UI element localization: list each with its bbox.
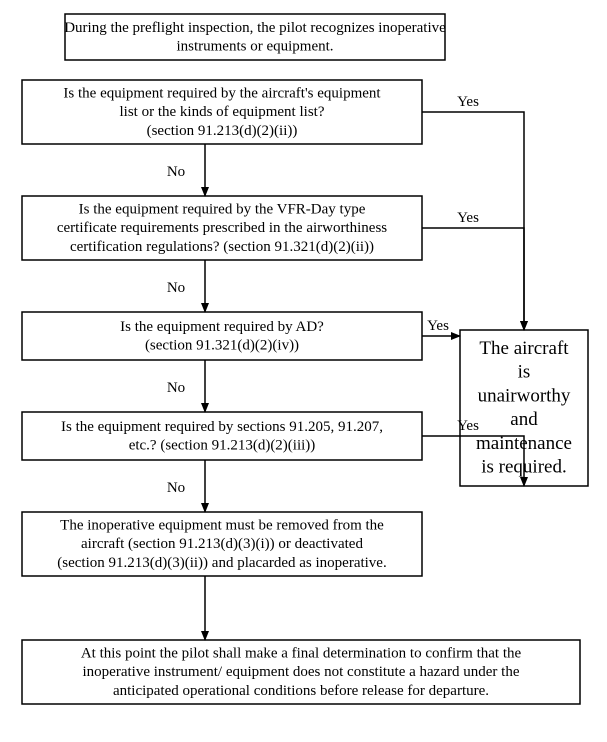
flow-node-text: The inoperative equipment must be remove…	[60, 517, 384, 533]
flow-node-text: Is the equipment required by the aircraf…	[63, 85, 381, 101]
flow-edge-label-no: No	[167, 164, 185, 180]
flow-node-q4: Is the equipment required by sections 91…	[22, 412, 422, 460]
flow-node-text: Is the equipment required by sections 91…	[61, 419, 383, 435]
flow-node-text: Is the equipment required by the VFR-Day…	[79, 201, 366, 217]
flow-node-start: During the preflight inspection, the pil…	[64, 14, 446, 60]
flow-node-text: aircraft (section 91.213(d)(3)(i)) or de…	[81, 536, 363, 552]
flow-edge-label-no: No	[167, 480, 185, 496]
flow-node-text: anticipated operational conditions befor…	[113, 683, 489, 699]
flow-edge-label-no: No	[167, 280, 185, 296]
flow-node-text: instruments or equipment.	[176, 39, 333, 55]
flow-node-text: Is the equipment required by AD?	[120, 319, 324, 335]
flow-edge-label-yes: Yes	[457, 94, 479, 110]
flow-node-text: unairworthy	[478, 385, 571, 406]
flow-node-q1: Is the equipment required by the aircraf…	[22, 80, 422, 144]
flow-node-text: During the preflight inspection, the pil…	[64, 20, 446, 36]
flow-node-q3: Is the equipment required by AD? (section…	[22, 312, 422, 360]
flow-node-text: (section 91.213(d)(2)(ii))	[147, 123, 298, 139]
flow-edge-label-yes: Yes	[427, 318, 449, 334]
flow-node-action: The inoperative equipment must be remove…	[22, 512, 422, 576]
flow-node-text: and	[510, 409, 538, 430]
flow-node-text: etc.? (section 91.213(d)(2)(iii))	[129, 438, 316, 454]
flow-edge	[422, 228, 524, 330]
flow-node-text: inoperative instrument/ equipment does n…	[83, 664, 520, 680]
flow-edge-label-yes: Yes	[457, 210, 479, 226]
flow-node-q2: Is the equipment required by the VFR-Day…	[22, 196, 422, 260]
flow-node-text: is	[518, 362, 531, 383]
flow-node-text: list or the kinds of equipment list?	[120, 104, 325, 120]
flow-edge-label-no: No	[167, 380, 185, 396]
flow-node-text: (section 91.213(d)(3)(ii)) and placarded…	[57, 555, 386, 571]
flow-node-text: The aircraft	[479, 338, 569, 359]
flow-node-text: certification regulations? (section 91.3…	[70, 239, 374, 255]
flow-node-text: At this point the pilot shall make a fin…	[81, 645, 522, 661]
flow-edge-label-yes: Yes	[457, 418, 479, 434]
flow-node-text: certificate requirements prescribed in t…	[57, 220, 387, 236]
flow-node-text: (section 91.321(d)(2)(iv))	[145, 338, 299, 354]
flow-node-final: At this point the pilot shall make a fin…	[22, 640, 580, 704]
